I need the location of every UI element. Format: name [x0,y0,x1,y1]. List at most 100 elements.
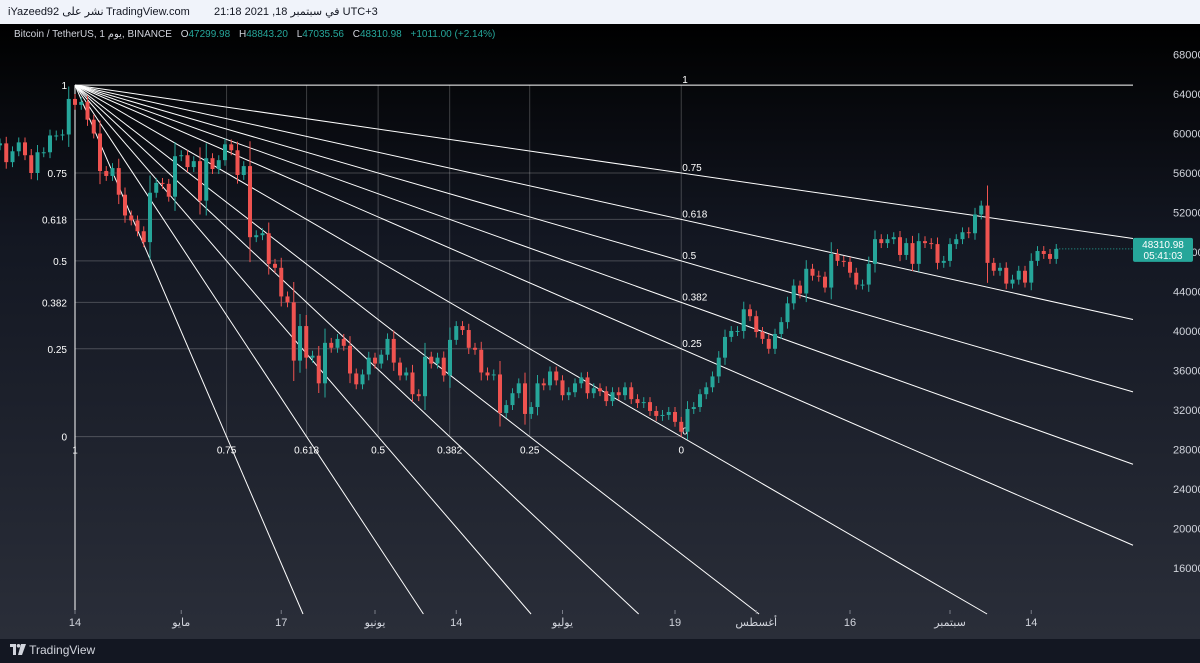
candle-body [816,275,821,277]
fan-price-label-right: 1 [682,75,688,86]
candle-body [1048,253,1052,259]
brand-logo[interactable]: TradingView [10,643,95,657]
candle-body [523,383,527,414]
candle-body [916,241,921,264]
candle-body [610,392,615,402]
fan-price-label-right: 0.382 [682,292,707,303]
fan-time-line [74,84,424,615]
x-tick-label: أغسطس [735,615,777,629]
candle-body [329,342,334,348]
candle-body [260,233,265,236]
candle-body [1035,251,1040,261]
candle-body [398,362,402,376]
x-tick-label: 14 [1025,617,1037,629]
fan-price-label-left: 0.618 [42,215,67,226]
candle-body [41,152,46,154]
candle-body [691,407,696,410]
candle-body [504,405,509,413]
candle-body [660,414,665,416]
candle-body [210,158,215,170]
candle-body [66,98,71,135]
candle-body [35,152,40,173]
fan-price-label-left: 0.25 [48,345,68,356]
candle-body [635,399,640,404]
site-name[interactable]: TradingView.com [106,6,190,18]
candle-body [973,214,977,234]
tradingview-logo-icon [10,644,26,655]
candle-body [1041,251,1046,254]
x-tick-label: يوليو [551,617,573,629]
candle-body [929,243,934,245]
x-tick-label: 17 [275,617,287,629]
x-tick-label: يونيو [364,617,386,629]
candle-body [766,338,771,349]
open-value: 47299.98 [188,29,231,40]
candle-body [810,268,815,276]
close-value: 48310.98 [360,29,402,40]
candle-body [391,338,396,363]
candle-body [985,205,990,263]
candle-body [129,215,134,221]
candle-body [304,326,309,358]
y-tick-label: 64000.00 [1173,89,1200,101]
candle-body [1054,248,1059,259]
candle-body [104,171,109,176]
top-bar: iYazeed92 نشر على TradingView.com 21:18 … [0,0,1200,24]
candle-body [173,156,177,197]
chart-canvas[interactable]: 1 1 0.75 0.75 0.618 0.618 0.5 0.5 0.382 0.382 0.25… [0,24,1200,638]
candle-body [748,309,752,317]
y-tick-label: 32000.00 [1173,405,1200,417]
candle-body [966,232,971,234]
candle-body [979,205,984,215]
candle-body [548,371,552,386]
candle-body [679,421,684,432]
y-tick-label: 20000.00 [1173,524,1200,536]
candle-body [341,338,346,346]
fan-price-label-right: 0.618 [682,209,707,220]
candle-body [279,267,284,297]
candle-body [291,302,296,361]
candle-body [79,101,84,105]
candle-body [754,316,759,332]
candle-body [760,331,765,339]
y-tick-label: 16000.00 [1173,563,1200,575]
candle-body [841,260,846,262]
fan-price-line [74,84,1134,546]
candle-body [241,166,246,175]
candle-body [535,383,540,408]
fan-price-label-right: 0.25 [682,339,702,350]
candle-body [235,150,240,175]
x-tick-label: 16 [844,617,856,629]
candle-body [666,411,671,415]
candle-body [29,155,34,173]
symbol-legend: Bitcoin / TetherUS, 1 يوم, BINANCE O4729… [14,29,495,40]
candle-body [348,345,352,374]
x-tick-label: 14 [69,617,81,629]
last-price-tag[interactable] [1133,237,1193,262]
y-tick-label: 24000.00 [1173,484,1200,496]
fan-time-label: 0.618 [294,446,319,457]
y-tick-label: 44000.00 [1173,287,1200,299]
candle-body [591,388,596,394]
author-text: iYazeed92 نشر على [8,6,104,18]
candle-body [48,135,52,153]
candle-body [673,411,677,422]
chart-area[interactable]: 1 1 0.75 0.75 0.618 0.618 0.5 0.5 0.382 0.382 0.25… [0,24,1200,638]
candle-body [585,377,590,394]
fan-price-line [74,84,988,615]
candle-body [460,326,465,331]
candle-body [248,166,252,238]
y-tick-label: 28000.00 [1173,445,1200,457]
symbol-name[interactable]: Bitcoin / TetherUS, 1 يوم, BINANCE [14,29,172,40]
candle-body [941,260,946,263]
candle-body [179,155,184,157]
candle-body [704,387,709,395]
candle-body [91,119,96,134]
candle-body [285,296,290,303]
candle-body [948,244,952,261]
candle-body [298,326,302,361]
candle-body [316,355,321,384]
candle-body [191,161,196,168]
candle-body [441,357,446,376]
fan-time-line [74,84,760,615]
